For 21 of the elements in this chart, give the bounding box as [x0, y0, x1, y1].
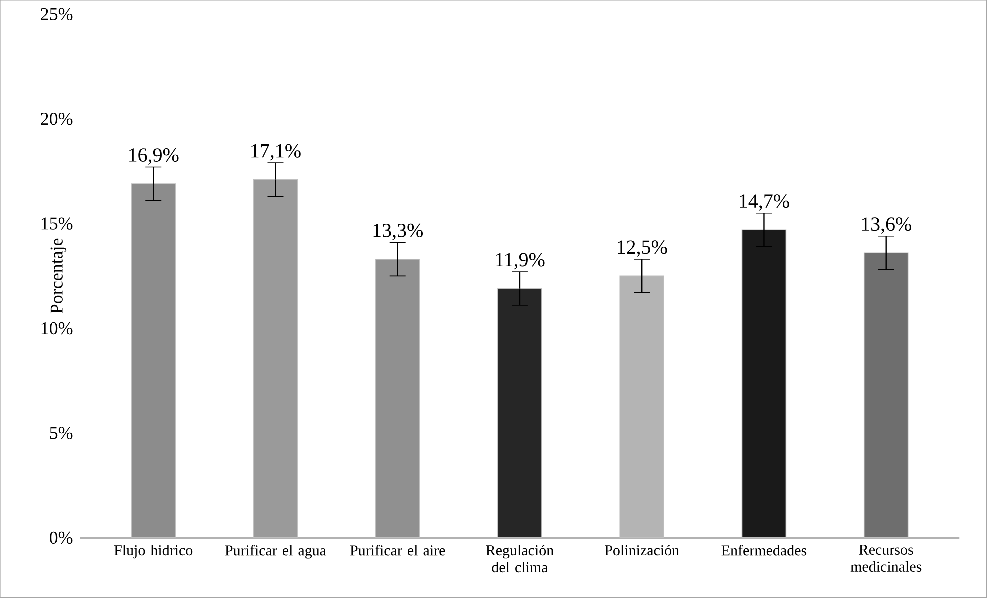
x-tick-label: Polinización	[605, 544, 680, 556]
x-tick-label: Recursos medicinales	[850, 544, 922, 572]
y-axis-title: Porcentaje	[50, 238, 67, 314]
data-label: 13,3%	[374, 224, 424, 240]
x-tick-label: Purificar el agua	[225, 544, 326, 559]
y-tick-label: 5%	[50, 426, 73, 440]
y-tick-label: 25%	[41, 8, 73, 20]
y-tick-label: 20%	[41, 112, 73, 126]
data-label: 14,7%	[740, 194, 790, 211]
data-label: 12,5%	[618, 240, 668, 257]
y-tick-label: 0%	[50, 532, 73, 544]
data-label: 16,9%	[130, 148, 179, 165]
y-tick-label: 15%	[42, 218, 73, 230]
x-tick-label: Regulación del clima	[486, 544, 554, 572]
x-tick-label: Flujo hidrico	[114, 544, 193, 558]
data-label: 13,6%	[862, 217, 912, 234]
data-label: 17,1%	[252, 144, 301, 161]
data-label: 11,9%	[496, 253, 545, 270]
y-tick-label: 10%	[42, 322, 73, 334]
x-tick-label: Enfermedades	[722, 544, 807, 556]
x-tick-label: Purificar el aire	[350, 544, 446, 556]
